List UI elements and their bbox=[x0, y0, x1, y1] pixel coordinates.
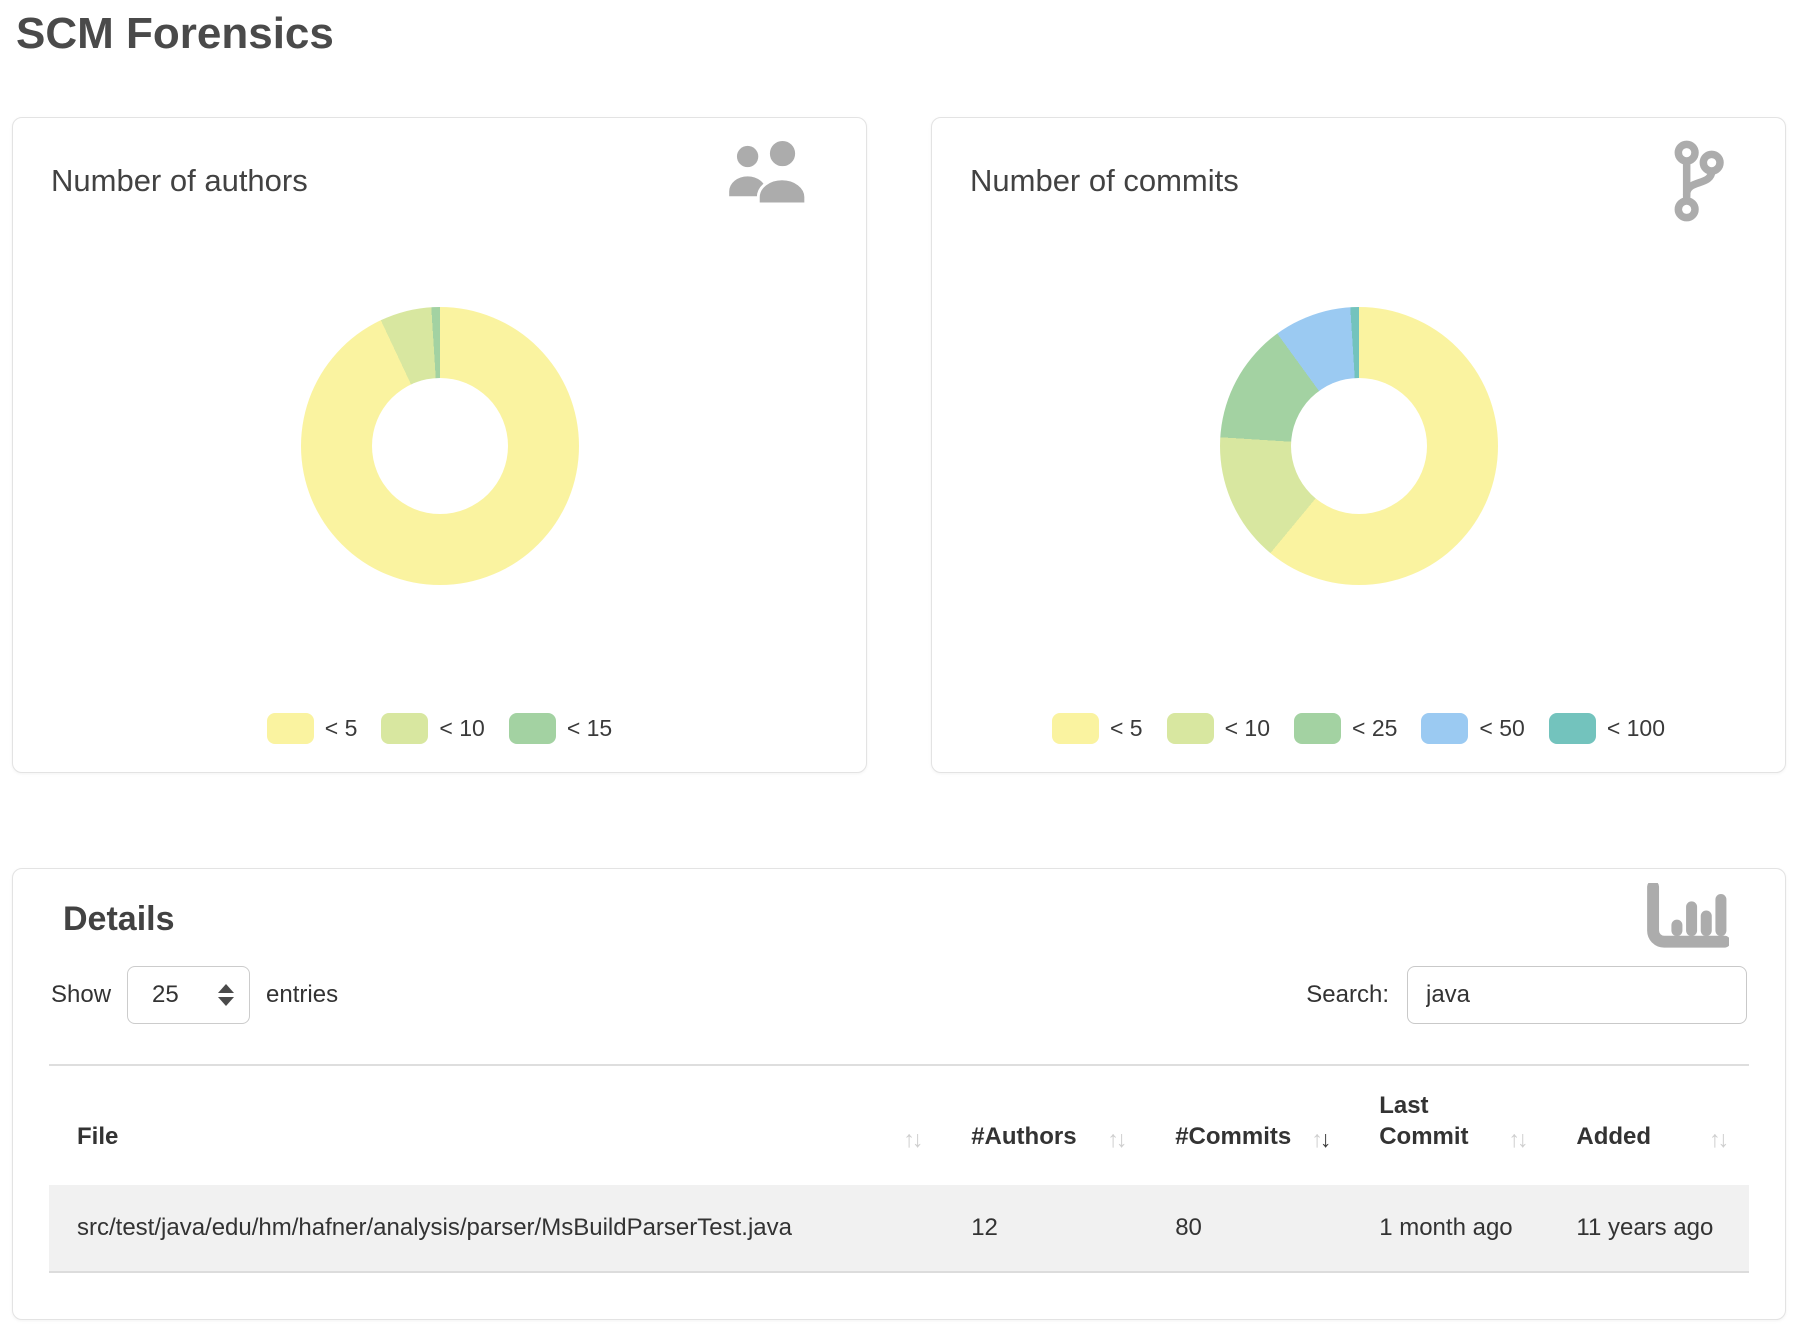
sort-icon: ↑ ↓ bbox=[1709, 1125, 1729, 1152]
legend-swatch bbox=[1294, 712, 1341, 744]
cell-commits: 80 bbox=[1175, 1213, 1202, 1241]
sort-icon: ↑ ↓ bbox=[1107, 1125, 1127, 1152]
authors-donut-chart[interactable] bbox=[300, 306, 579, 585]
page-size-select[interactable]: 25 bbox=[127, 965, 251, 1024]
git-branch-icon bbox=[1665, 136, 1725, 231]
legend-label: < 5 bbox=[1109, 714, 1143, 741]
details-card: Details Show 25 bbox=[12, 867, 1786, 1320]
sort-icon: ↑ ↓ bbox=[1508, 1125, 1528, 1152]
legend-swatch bbox=[266, 712, 314, 744]
legend-label: < 25 bbox=[1352, 714, 1398, 741]
authors-chart-legend: < 5 < 10 < 15 bbox=[13, 712, 866, 744]
legend-label: < 10 bbox=[1224, 714, 1270, 741]
cell-file: src/test/java/edu/hm/hafner/analysis/par… bbox=[77, 1213, 792, 1241]
cell-added: 11 years ago bbox=[1576, 1213, 1714, 1241]
legend-item[interactable]: < 5 bbox=[266, 712, 358, 744]
legend-swatch bbox=[1548, 712, 1596, 744]
legend-item[interactable]: < 5 bbox=[1051, 712, 1143, 744]
sort-icon: ↑ ↓ bbox=[903, 1125, 923, 1152]
search-control: Search: bbox=[1306, 965, 1747, 1024]
users-icon bbox=[724, 137, 810, 209]
page-length-control: Show 25 entries bbox=[51, 965, 339, 1024]
bar-chart-icon bbox=[1645, 880, 1731, 954]
authors-card: Number of authors < 5 < 10 < 15 bbox=[12, 116, 867, 773]
column-header-commits[interactable]: #Commits ↑ ↓ bbox=[1147, 1066, 1351, 1185]
legend-label: < 5 bbox=[324, 714, 358, 741]
commits-card: Number of commits < 5 < 10 < 25 < 50 < 100 bbox=[931, 116, 1786, 773]
table-row: src/test/java/edu/hm/hafner/analysis/par… bbox=[49, 1184, 1749, 1273]
legend-swatch bbox=[1166, 712, 1214, 744]
page-size-select-wrap: 25 bbox=[127, 965, 251, 1024]
authors-card-title: Number of authors bbox=[51, 162, 308, 198]
column-header-file[interactable]: File ↑ ↓ bbox=[49, 1066, 943, 1185]
legend-swatch bbox=[381, 712, 429, 744]
details-table: File ↑ ↓ #Authors ↑ ↓ #Commits ↑ ↓ bbox=[49, 1066, 1749, 1274]
cell-last-commit: 1 month ago bbox=[1379, 1213, 1513, 1241]
column-header-authors[interactable]: #Authors ↑ ↓ bbox=[943, 1066, 1147, 1185]
sort-icon: ↑ ↓ bbox=[1311, 1125, 1331, 1152]
legend-label: < 100 bbox=[1606, 714, 1666, 741]
column-header-added[interactable]: Added ↑ ↓ bbox=[1548, 1066, 1749, 1185]
column-header-last-commit[interactable]: Last Commit ↑ ↓ bbox=[1351, 1066, 1548, 1185]
commits-donut-chart[interactable] bbox=[1219, 306, 1498, 585]
details-title: Details bbox=[63, 899, 175, 938]
table-controls: Show 25 entries Search: bbox=[49, 965, 1749, 1024]
page-title: SCM Forensics bbox=[16, 9, 334, 58]
legend-swatch bbox=[1051, 712, 1099, 744]
table-header-row: File ↑ ↓ #Authors ↑ ↓ #Commits ↑ ↓ bbox=[49, 1066, 1749, 1185]
show-label: Show bbox=[51, 980, 112, 1008]
page: SCM Forensics Number of authors < 5 < 10 <… bbox=[0, 8, 1798, 1320]
entries-label: entries bbox=[266, 980, 339, 1008]
legend-swatch bbox=[508, 712, 556, 744]
search-input[interactable] bbox=[1407, 965, 1747, 1024]
commits-chart-legend: < 5 < 10 < 25 < 50 < 100 bbox=[932, 712, 1785, 744]
legend-label: < 50 bbox=[1479, 714, 1525, 741]
legend-label: < 15 bbox=[566, 714, 613, 741]
legend-item[interactable]: < 10 bbox=[381, 712, 485, 744]
legend-item[interactable]: < 100 bbox=[1548, 712, 1666, 744]
legend-item[interactable]: < 25 bbox=[1294, 712, 1398, 744]
details-table-wrap: File ↑ ↓ #Authors ↑ ↓ #Commits ↑ ↓ bbox=[49, 1063, 1749, 1274]
search-label: Search: bbox=[1306, 980, 1389, 1008]
legend-item[interactable]: < 15 bbox=[508, 712, 613, 744]
legend-swatch bbox=[1421, 712, 1469, 744]
hero-cards-row: Number of authors < 5 < 10 < 15 Number of … bbox=[12, 116, 1786, 773]
legend-label: < 10 bbox=[439, 714, 485, 741]
legend-item[interactable]: < 50 bbox=[1421, 712, 1525, 744]
commits-card-title: Number of commits bbox=[970, 162, 1239, 198]
legend-item[interactable]: < 10 bbox=[1166, 712, 1270, 744]
cell-authors: 12 bbox=[971, 1213, 998, 1241]
